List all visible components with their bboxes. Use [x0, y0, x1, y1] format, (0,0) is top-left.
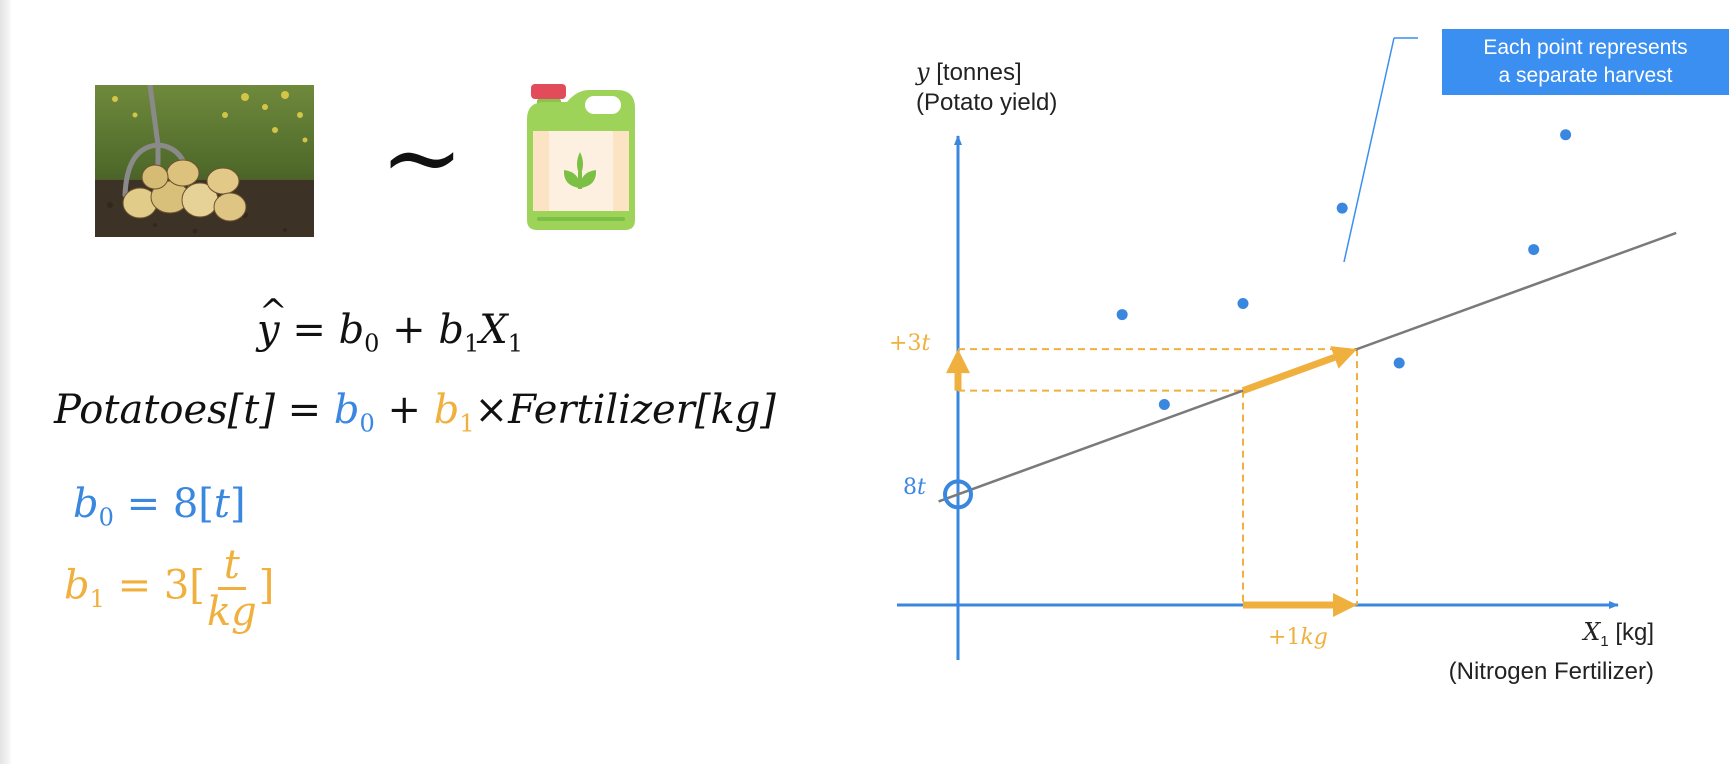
data-point: [1560, 129, 1572, 141]
data-point: [1336, 202, 1348, 214]
data-point: [1237, 298, 1249, 310]
y-hat-symbol: y: [257, 284, 287, 358]
left-edge-shadow: [0, 0, 12, 764]
slope-arrow: [1241, 346, 1357, 394]
callout-leader: [1343, 37, 1395, 263]
run-label: +1kg: [1268, 625, 1328, 650]
regression-equation-general: y = b0 + b1X1: [257, 284, 523, 371]
callout-line-2: a separate harvest: [1498, 64, 1673, 87]
data-point: [1528, 244, 1540, 256]
data-point: [1393, 357, 1405, 369]
fertilizer-jug-icon: [527, 84, 635, 230]
callout-box: Each point represents a separate harvest: [1442, 29, 1729, 95]
data-point: [1158, 398, 1170, 410]
callout-line-1: Each point represents: [1483, 36, 1688, 59]
slope-term: b1: [433, 387, 475, 438]
run-arrow: [1243, 593, 1357, 617]
slope-value: b1 = 3[t kg]: [64, 542, 275, 635]
y-axis-label: y [tonnes] (Potato yield): [916, 58, 1058, 116]
intercept-term: b0: [333, 387, 375, 438]
data-point: [1116, 309, 1128, 321]
intercept-marker: [943, 479, 973, 510]
tilde-symbol: ~: [380, 99, 464, 216]
x-axis-label: X1 [kg] (Nitrogen Fertilizer): [1448, 618, 1654, 685]
potato-harvest-photo: [95, 85, 314, 237]
slope-unit-fraction: t kg: [206, 542, 257, 635]
intercept-label: 8t: [903, 475, 926, 500]
rise-label: +3t: [889, 331, 931, 356]
intercept-value: b0 = 8[t]: [73, 481, 246, 532]
regression-equation-specific: Potatoes[t] = b0 + b1×Fertilizer[kg]: [54, 387, 776, 438]
rise-arrow: [946, 349, 970, 391]
